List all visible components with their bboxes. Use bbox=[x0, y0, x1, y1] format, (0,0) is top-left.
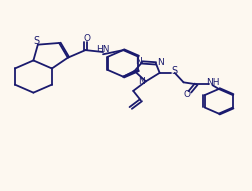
Text: N: N bbox=[156, 58, 163, 67]
Text: N: N bbox=[134, 57, 141, 66]
Text: HN: HN bbox=[96, 45, 109, 54]
Text: N: N bbox=[137, 77, 144, 86]
Text: O: O bbox=[83, 34, 90, 43]
Text: NH: NH bbox=[205, 78, 218, 87]
Text: O: O bbox=[183, 90, 190, 99]
Text: S: S bbox=[171, 66, 177, 76]
Text: S: S bbox=[34, 36, 40, 46]
